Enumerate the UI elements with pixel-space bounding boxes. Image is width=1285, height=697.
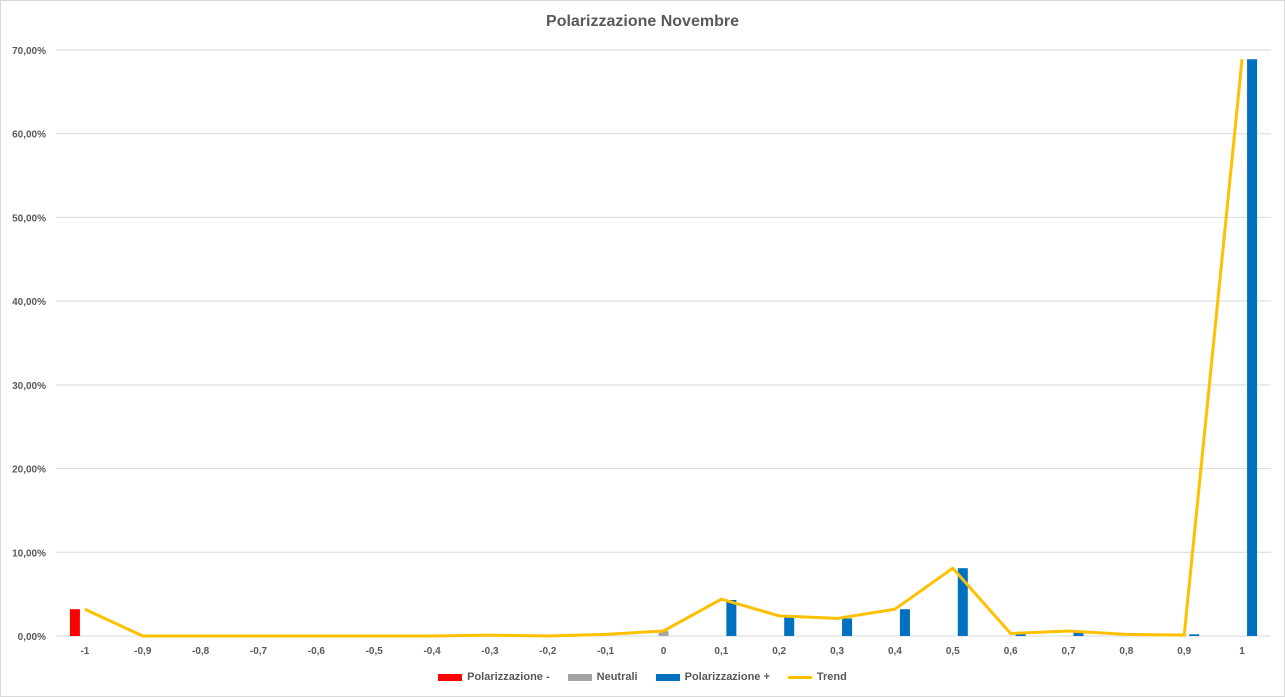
chart-title: Polarizzazione Novembre xyxy=(546,13,739,30)
y-tick-label: 60,00% xyxy=(12,130,46,141)
legend-item: Neutrali xyxy=(567,671,638,683)
bar xyxy=(1247,59,1258,637)
x-tick-label: -1 xyxy=(80,646,89,657)
legend-label: Trend xyxy=(816,671,847,683)
legend-swatch xyxy=(438,673,463,681)
legend-swatch xyxy=(655,673,680,681)
x-tick-label: -0,3 xyxy=(481,646,499,657)
y-tick-label: 30,00% xyxy=(12,381,46,392)
chart-legend: Polarizzazione - Neutrali Polarizzazione +… xyxy=(1,671,1284,683)
x-tick-label: 0,1 xyxy=(714,646,728,657)
y-tick-label: 70,00% xyxy=(12,46,46,57)
bar xyxy=(1073,631,1084,636)
x-tick-label: 0,3 xyxy=(830,646,844,657)
bar xyxy=(1189,634,1200,636)
legend-label: Polarizzazione + xyxy=(684,671,770,683)
x-tick-label: 0,8 xyxy=(1119,646,1133,657)
x-tick-label: 0 xyxy=(661,646,667,657)
x-tick-label: 0,7 xyxy=(1062,646,1076,657)
bar xyxy=(726,600,737,636)
bar xyxy=(842,618,853,636)
x-tick-label: 0,9 xyxy=(1177,646,1191,657)
x-tick-label: -0,8 xyxy=(192,646,210,657)
trend-line xyxy=(84,59,1244,638)
bar xyxy=(1015,633,1026,636)
legend-swatch xyxy=(787,675,812,679)
x-tick-label: 0,6 xyxy=(1004,646,1018,657)
x-tick-label: -0,7 xyxy=(250,646,268,657)
x-tick-label: 0,4 xyxy=(888,646,902,657)
legend-label: Polarizzazione - xyxy=(467,671,550,683)
x-tick-label: -0,5 xyxy=(366,646,384,657)
bar xyxy=(784,616,795,636)
x-tick-label: -0,2 xyxy=(539,646,557,657)
y-tick-label: 50,00% xyxy=(12,213,46,224)
x-tick-label: -0,4 xyxy=(423,646,441,657)
legend-item: Trend xyxy=(787,671,847,683)
bar xyxy=(658,630,669,636)
x-tick-label: 0,2 xyxy=(772,646,786,657)
x-tick-label: -0,1 xyxy=(597,646,615,657)
bar xyxy=(957,568,968,636)
x-tick-label: 1 xyxy=(1239,646,1245,657)
y-tick-label: 40,00% xyxy=(12,297,46,308)
chart-plot-area: 0,00% 10,00% 20,00% 30,00% 40,00% 50,00% 60,00… xyxy=(12,46,1271,657)
legend-swatch xyxy=(567,673,592,681)
x-tick-label: -0,9 xyxy=(134,646,152,657)
legend-item: Polarizzazione - xyxy=(438,671,550,683)
y-tick-label: 10,00% xyxy=(12,548,46,559)
x-tick-label: -0,6 xyxy=(308,646,326,657)
x-tick-label: 0,5 xyxy=(946,646,960,657)
bar xyxy=(69,609,80,636)
legend-label: Neutrali xyxy=(596,671,638,683)
y-tick-label: 20,00% xyxy=(12,465,46,476)
legend-item: Polarizzazione + xyxy=(655,671,770,683)
y-tick-label: 0,00% xyxy=(18,632,46,643)
bar xyxy=(899,609,910,636)
